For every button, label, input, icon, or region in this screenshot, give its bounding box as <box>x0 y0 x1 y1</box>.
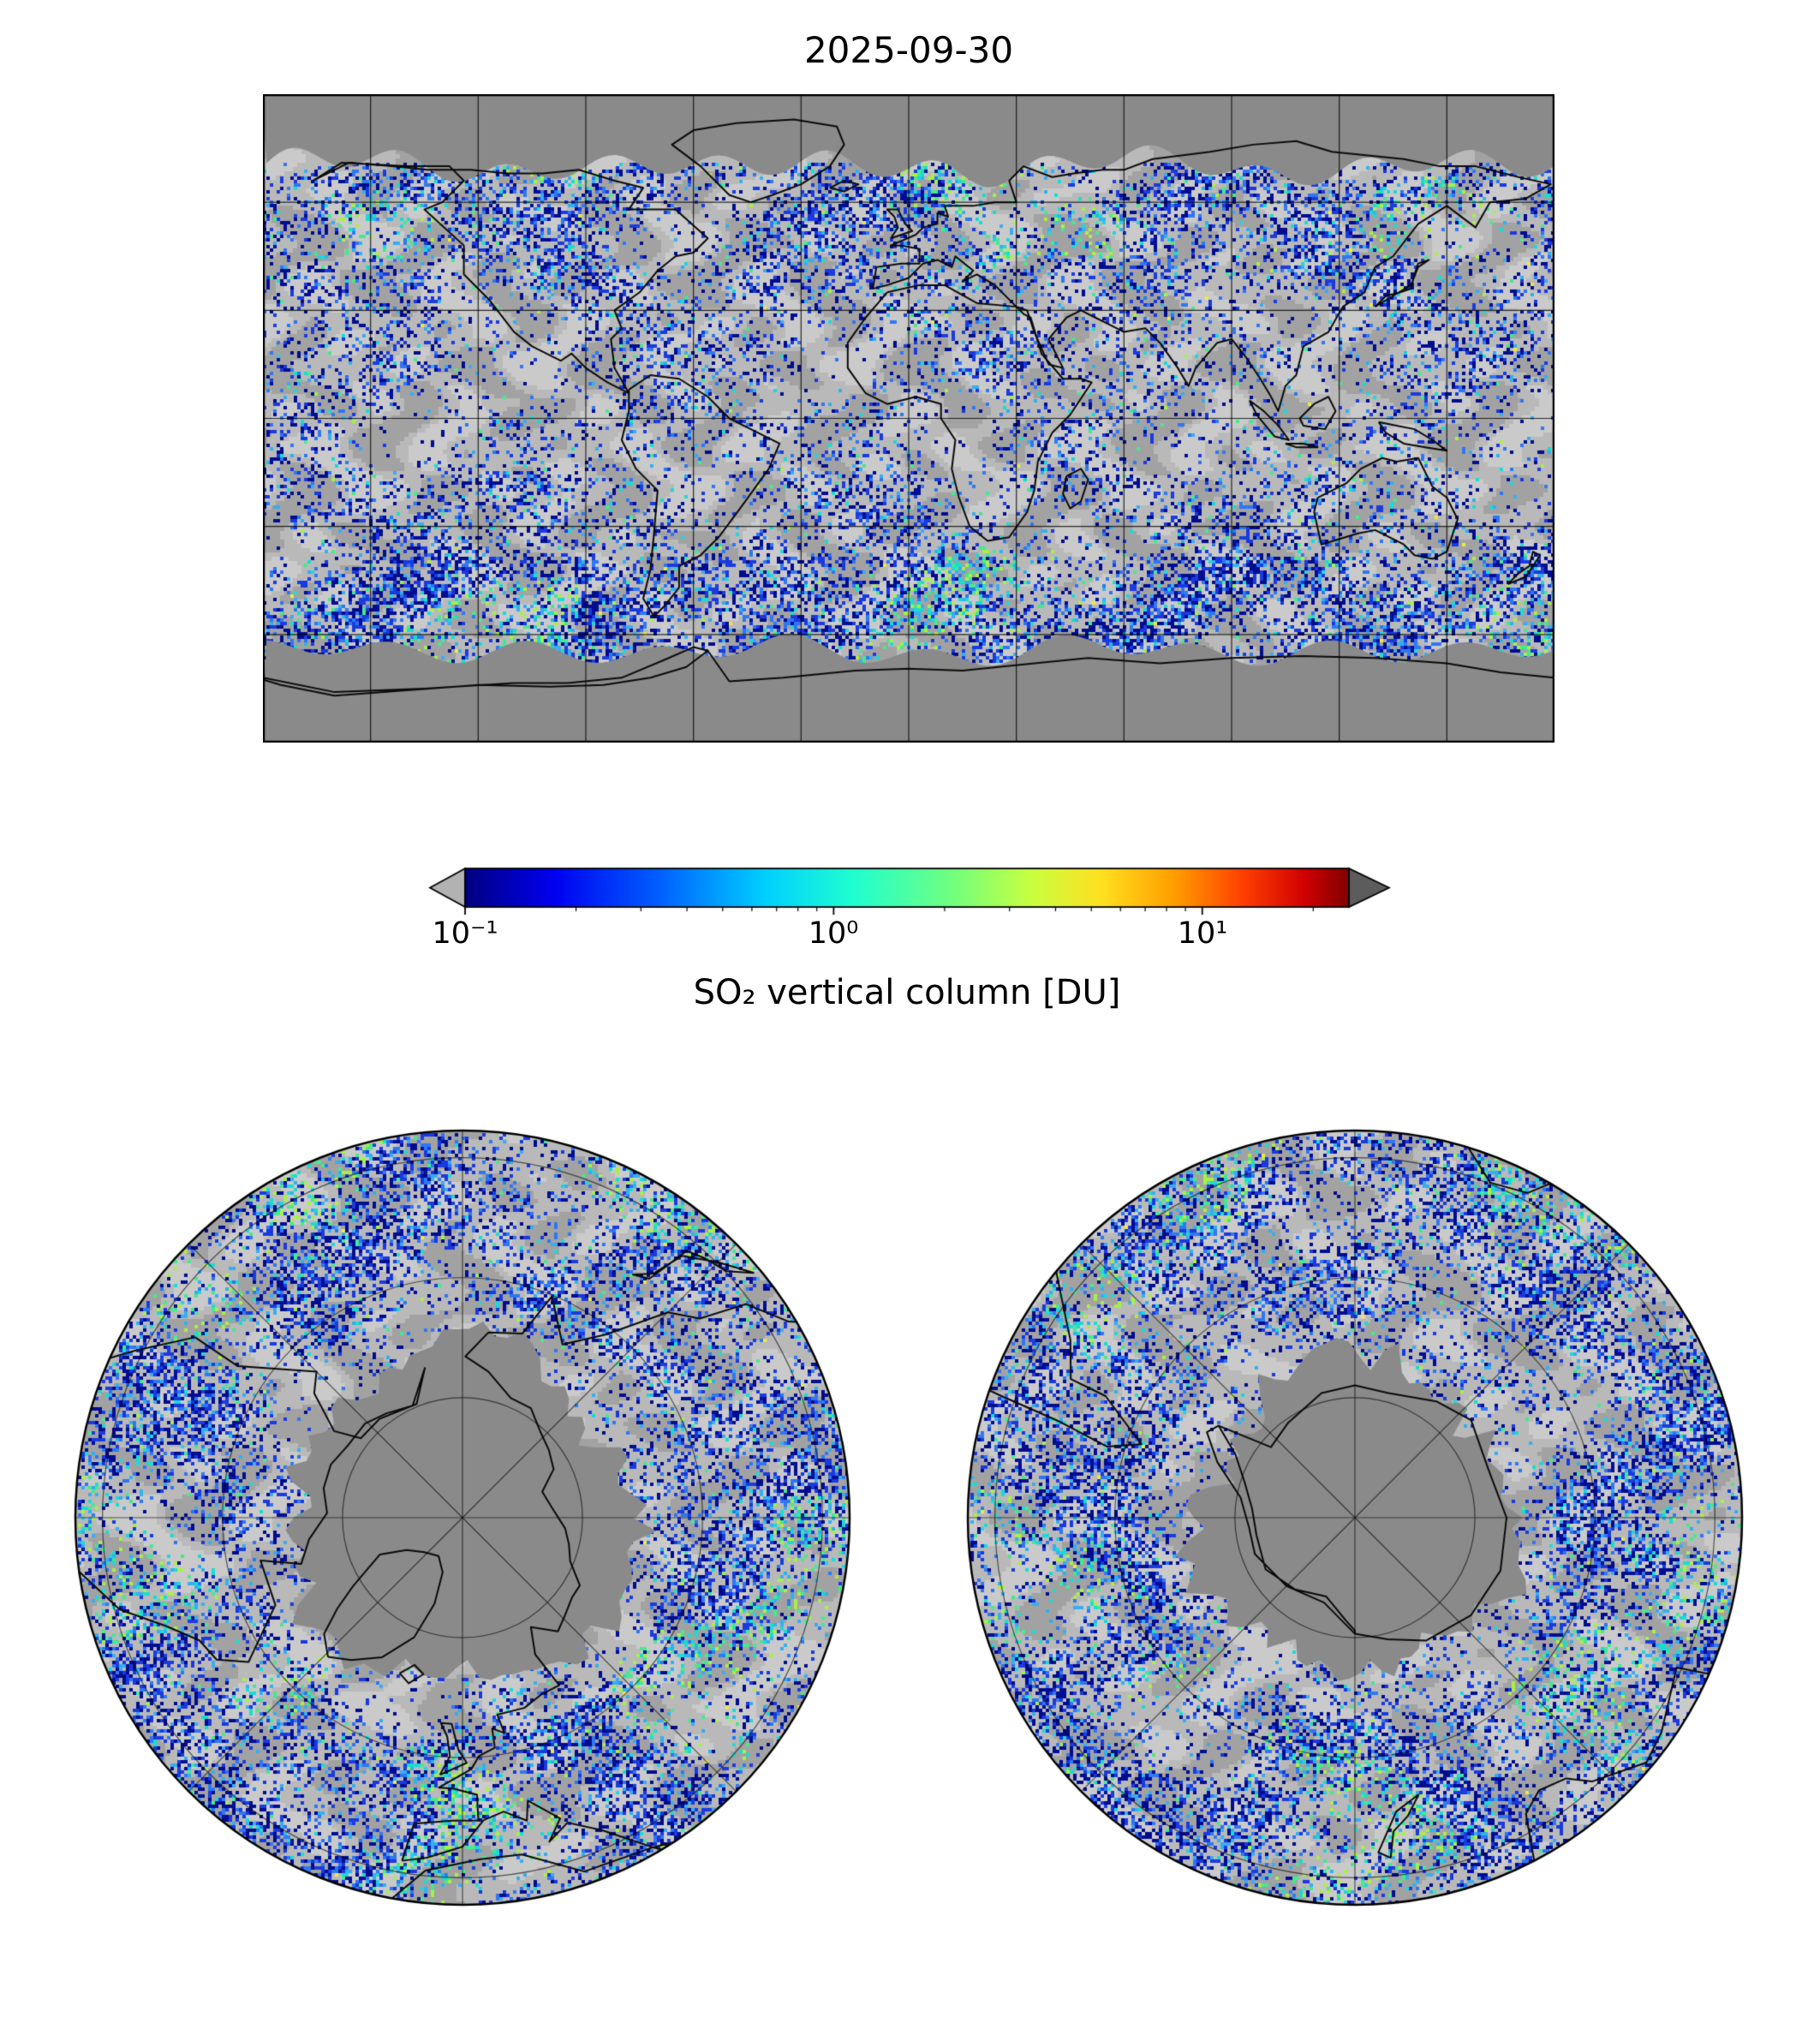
south-polar-map-canvas <box>964 1126 1746 1909</box>
figure-title: 2025-09-30 <box>803 29 1014 71</box>
colorbar-tick-label-0.1: 10⁻¹ <box>432 916 498 951</box>
colorbar-canvas <box>428 863 1391 918</box>
colorbar-label: SO₂ vertical column [DU] <box>693 973 1121 1012</box>
colorbar-tick-label-1: 10⁰ <box>808 916 859 951</box>
global-map-canvas <box>263 94 1554 743</box>
north-polar-map-canvas <box>71 1126 854 1909</box>
colorbar-tick-label-10: 10¹ <box>1177 916 1228 951</box>
